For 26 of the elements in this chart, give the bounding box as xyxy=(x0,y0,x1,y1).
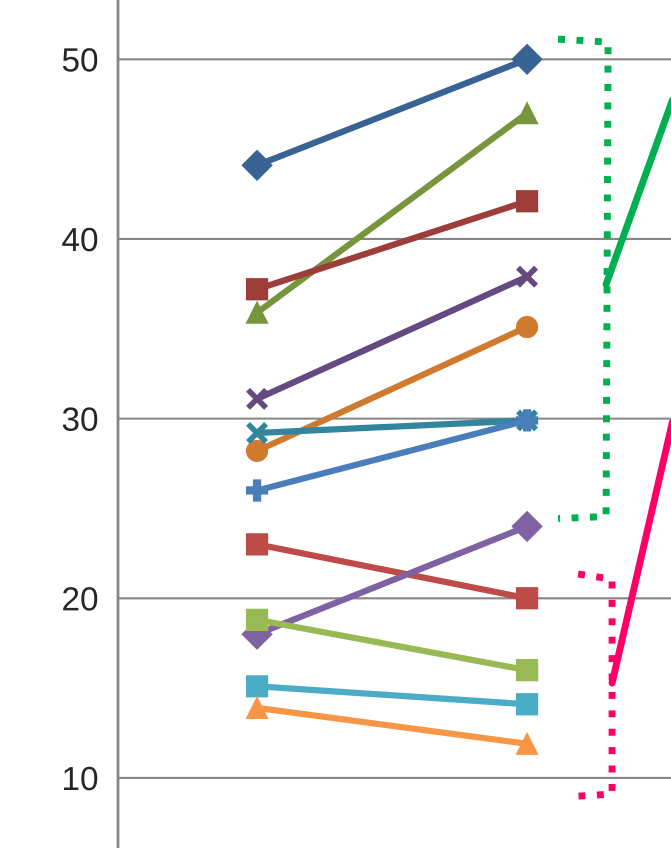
point xyxy=(246,278,268,300)
point xyxy=(246,696,268,719)
point xyxy=(516,587,538,610)
point xyxy=(516,693,538,716)
point xyxy=(246,440,268,462)
y-tick-label: 10 xyxy=(64,766,98,790)
y-tick-label: 30 xyxy=(62,407,98,432)
point xyxy=(246,302,268,324)
point xyxy=(516,659,538,682)
point xyxy=(246,608,268,631)
y-tick-label: 40 xyxy=(62,228,98,252)
point xyxy=(516,102,538,124)
point xyxy=(246,479,268,502)
point xyxy=(246,533,268,556)
point xyxy=(246,675,268,698)
point xyxy=(515,264,539,288)
point xyxy=(516,732,538,755)
point xyxy=(245,387,269,411)
y-tick-label: 50 xyxy=(62,48,98,72)
point xyxy=(512,510,543,542)
point xyxy=(242,150,272,181)
y-tick-label: 20 xyxy=(63,587,98,611)
point xyxy=(245,421,269,445)
point xyxy=(516,190,538,212)
point xyxy=(512,44,543,75)
point xyxy=(516,316,538,338)
